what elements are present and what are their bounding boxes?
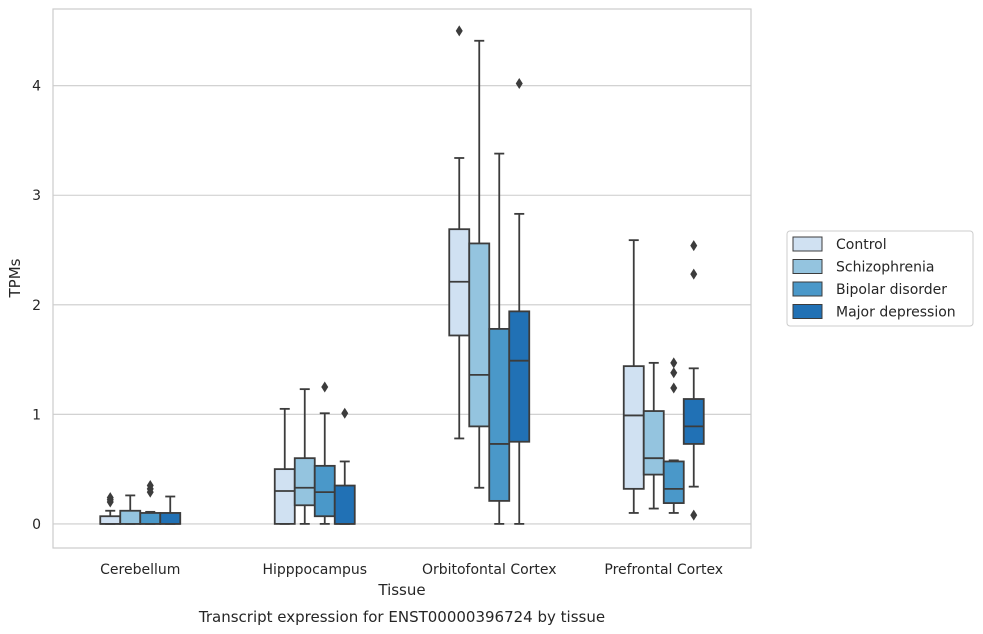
box-iqr [99, 515, 122, 525]
y-axis-label: TPMs [6, 258, 24, 298]
outlier-point [321, 381, 329, 393]
outlier-point [670, 357, 678, 369]
x-tick-label: Prefrontal Cortex [604, 562, 723, 578]
box [448, 25, 471, 440]
box-iqr [622, 365, 645, 490]
outlier-point [690, 268, 698, 280]
box [313, 381, 336, 525]
box [468, 39, 491, 489]
outlier-point [515, 77, 523, 89]
box [662, 357, 685, 514]
x-tick-label: Cerebellum [100, 562, 180, 578]
box-iqr [508, 310, 531, 443]
x-axis-label: Tissue [377, 581, 425, 599]
box [119, 494, 142, 525]
box [642, 361, 665, 510]
series-schizophrenia [119, 39, 665, 525]
x-tick-labels: Cerebellum Hipppocampus Orbitofontal Corte… [100, 562, 723, 578]
outlier-point [341, 407, 349, 419]
legend-swatch [792, 304, 823, 319]
box-iqr [333, 484, 356, 525]
plot-frame [52, 8, 752, 549]
box-iqr [682, 398, 705, 445]
box [99, 492, 122, 525]
legend: Control Schizophrenia Bipolar disorder Majo… [786, 230, 974, 327]
outlier-point [106, 492, 114, 504]
outlier-point [670, 367, 678, 379]
series-bipolar-disorder [139, 152, 685, 525]
legend-swatch [792, 259, 823, 274]
box [488, 152, 511, 525]
legend-frame [786, 230, 974, 327]
box-iqr [293, 457, 316, 507]
outlier-point [670, 382, 678, 394]
box-iqr [488, 327, 511, 502]
outlier-point [690, 509, 698, 521]
series-control [99, 25, 645, 525]
box-iqr [468, 242, 491, 428]
legend-label: Bipolar disorder [836, 282, 947, 298]
chart-caption: Transcript expression for ENST0000039672… [198, 608, 605, 626]
y-tick-labels: 0 1 2 3 4 [32, 79, 41, 533]
box [622, 239, 645, 514]
outlier-point [146, 480, 154, 492]
y-tick-label: 2 [32, 298, 41, 314]
box-iqr [313, 464, 336, 518]
box-iqr [273, 468, 296, 525]
box [508, 77, 531, 525]
x-tick-label: Hipppocampus [262, 562, 367, 578]
legend-label: Major depression [836, 305, 956, 321]
outlier-point [690, 240, 698, 252]
legend-label: Schizophrenia [836, 260, 934, 276]
box-iqr [662, 460, 685, 504]
legend-swatch [792, 281, 823, 297]
y-tick-label: 0 [32, 517, 41, 533]
box [293, 388, 316, 525]
y-tick-label: 4 [32, 79, 41, 95]
outlier-point [455, 25, 463, 37]
x-tick-label: Orbitofontal Cortex [422, 562, 557, 578]
box [333, 407, 356, 525]
box-iqr [119, 509, 142, 525]
y-tick-label: 1 [32, 407, 41, 423]
box [273, 407, 296, 525]
box [159, 495, 182, 525]
box [139, 480, 162, 525]
series-major-depression [159, 77, 705, 525]
box-series [99, 25, 705, 525]
box [682, 240, 705, 521]
y-tick-label: 3 [32, 188, 41, 204]
legend-swatch [792, 236, 823, 252]
box-iqr [642, 410, 665, 476]
legend-label: Control [836, 237, 887, 253]
box-iqr [159, 512, 182, 525]
box-iqr [139, 512, 162, 525]
